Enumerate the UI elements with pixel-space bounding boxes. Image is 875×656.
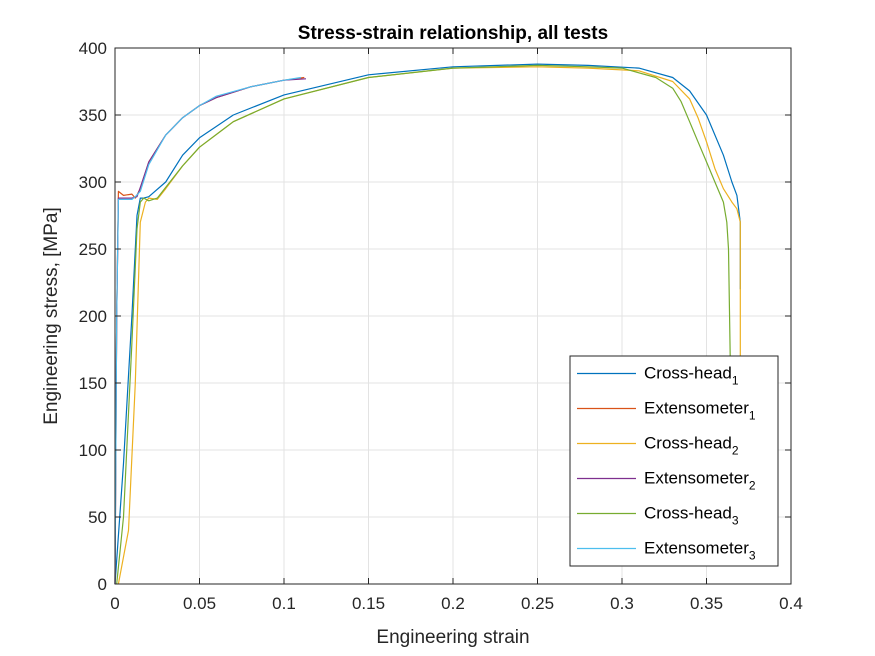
legend-label: Cross-head3	[644, 504, 739, 528]
x-tick-label: 0.3	[610, 594, 634, 613]
series-line-cross-head1	[114, 63, 741, 585]
legend-label-name: Extensometer	[644, 399, 749, 418]
y-tick-label: 200	[79, 307, 107, 326]
y-tick-label: 250	[79, 240, 107, 259]
y-tick-label: 0	[98, 575, 107, 594]
legend-label-name: Cross-head	[644, 504, 732, 523]
legend-label: Extensometer1	[644, 399, 756, 423]
legend-label: Cross-head2	[644, 434, 739, 458]
series-line-cross-head3	[116, 64, 731, 585]
series-layer	[114, 63, 741, 585]
series-line-extensometer3	[114, 76, 301, 585]
legend: Cross-head1Extensometer1Cross-head2Exten…	[569, 355, 779, 567]
legend-label-subscript: 1	[732, 374, 739, 388]
legend-label-subscript: 1	[749, 409, 756, 423]
legend-label-name: Extensometer	[644, 539, 749, 558]
x-tick-label: 0.25	[521, 594, 554, 613]
legend-label-subscript: 3	[732, 514, 739, 528]
x-tick-label: 0.1	[272, 594, 296, 613]
x-axis-label: Engineering strain	[376, 627, 529, 648]
y-tick-label: 300	[79, 173, 107, 192]
legend-label-name: Extensometer	[644, 469, 749, 488]
x-tick-label: 0.4	[779, 594, 803, 613]
y-tick-label: 400	[79, 39, 107, 58]
legend-box	[569, 355, 779, 567]
y-tick-label: 100	[79, 441, 107, 460]
legend-label: Extensometer3	[644, 539, 756, 563]
legend-label-subscript: 3	[749, 549, 756, 563]
x-tick-label: 0.35	[690, 594, 723, 613]
x-tick-label: 0.15	[352, 594, 385, 613]
legend-label-subscript: 2	[732, 444, 739, 458]
x-tick-label: 0.2	[441, 594, 465, 613]
legend-label-name: Cross-head	[644, 434, 732, 453]
legend-label: Extensometer2	[644, 469, 756, 493]
y-tick-label: 150	[79, 374, 107, 393]
legend-label-subscript: 2	[749, 479, 756, 493]
legend-label: Cross-head1	[644, 364, 739, 388]
axis-ticks: 0 0.05 0.1 0.15 0.2 0.25 0.3 0.35 0.4 0 50 100 150 20…	[79, 39, 803, 613]
y-tick-label: 50	[88, 508, 107, 527]
y-axis-label: Engineering stress, [MPa]	[41, 207, 62, 425]
x-tick-label: 0	[110, 594, 119, 613]
y-tick-label: 350	[79, 106, 107, 125]
legend-label-name: Cross-head	[644, 364, 732, 383]
x-tick-label: 0.05	[183, 594, 216, 613]
chart-title: Stress-strain relationship, all tests	[298, 23, 608, 44]
